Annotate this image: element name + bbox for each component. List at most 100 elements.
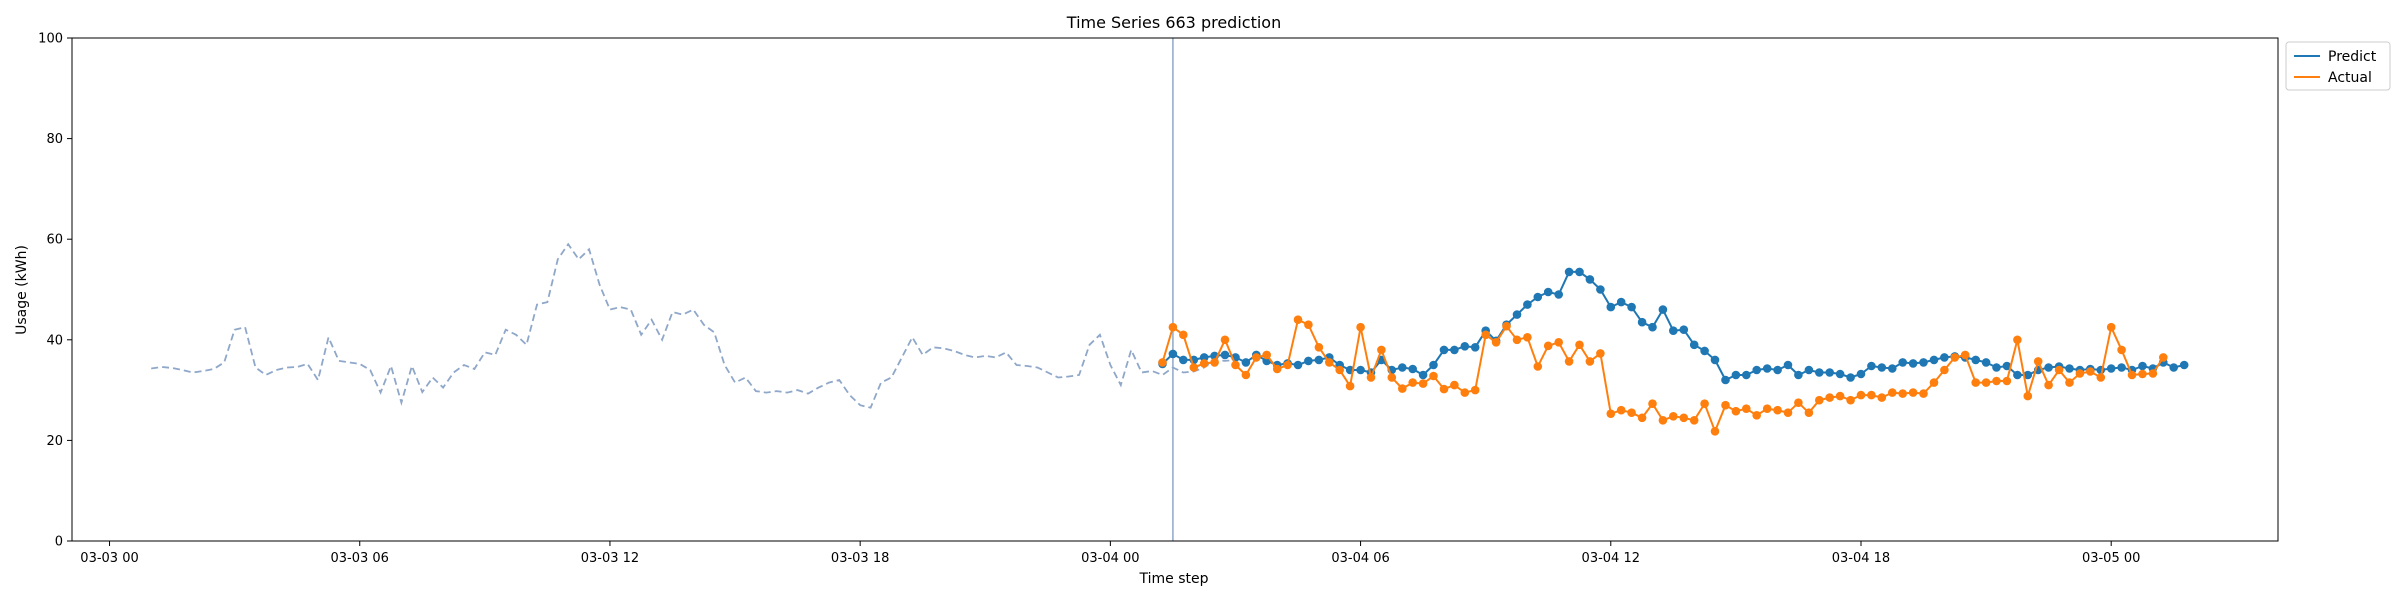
data-point-predict <box>1575 267 1584 277</box>
data-point-predict <box>1627 302 1636 312</box>
data-point-actual <box>1304 320 1313 330</box>
data-point-actual <box>2148 369 2158 378</box>
data-point-actual <box>1773 405 1782 415</box>
data-point-actual <box>1491 338 1501 347</box>
data-point-actual <box>1554 338 1563 347</box>
data-point-predict <box>1940 353 1949 362</box>
data-point-actual <box>2138 369 2147 379</box>
plot-frame <box>71 37 2279 542</box>
data-point-actual <box>1387 373 1397 382</box>
data-point-actual <box>1752 411 1761 420</box>
data-point-predict <box>1543 287 1553 297</box>
data-point-actual <box>1992 376 2001 386</box>
data-point-actual <box>1742 404 1751 414</box>
data-point-actual <box>1272 364 1282 374</box>
data-point-actual <box>1158 358 1167 367</box>
data-point-actual <box>1345 381 1355 391</box>
data-point-actual <box>1877 393 1887 402</box>
legend: Predict Actual <box>2285 41 2391 91</box>
data-point-predict <box>1825 368 1834 377</box>
x-tick-label: 03-04 18 <box>1832 551 1890 566</box>
data-point-predict <box>2169 363 2178 372</box>
data-point-actual <box>1846 395 1855 405</box>
data-point-predict <box>1929 355 1939 365</box>
data-point-predict <box>1919 358 1928 367</box>
data-point-predict <box>1408 364 1417 374</box>
data-point-actual <box>1596 349 1605 358</box>
data-point-actual <box>2106 322 2116 332</box>
data-point-actual <box>1356 322 1365 332</box>
data-point-actual <box>2054 365 2064 375</box>
data-point-actual <box>1543 341 1553 351</box>
y-tick-label: 40 <box>46 333 63 348</box>
data-point-actual <box>2075 369 2085 378</box>
data-point-predict <box>1554 290 1563 299</box>
chart-title: Time Series 663 prediction <box>1066 13 1281 32</box>
data-point-actual <box>1460 388 1470 397</box>
data-point-actual <box>1189 363 1199 372</box>
data-point-predict <box>1783 360 1793 370</box>
data-point-predict <box>1429 360 1438 370</box>
data-point-actual <box>1888 388 1897 397</box>
data-point-actual <box>2033 357 2043 366</box>
data-point-predict <box>1742 370 1751 380</box>
data-point-actual <box>1627 408 1636 418</box>
data-point-predict <box>1398 363 1407 372</box>
data-point-actual <box>1835 391 1845 401</box>
data-point-predict <box>1669 326 1678 336</box>
data-point-predict <box>1637 317 1647 327</box>
data-point-predict <box>1460 342 1470 351</box>
data-point-actual <box>1856 390 1866 400</box>
data-point-predict <box>1981 358 1991 367</box>
data-point-predict <box>1648 322 1657 332</box>
legend-label-predict: Predict <box>2328 49 2377 65</box>
x-tick-label: 03-03 00 <box>80 551 138 566</box>
data-point-actual <box>1199 359 1209 368</box>
data-point-predict <box>1293 360 1303 370</box>
data-point-actual <box>1783 408 1793 418</box>
data-point-predict <box>1179 355 1188 365</box>
data-point-actual <box>1616 405 1626 415</box>
data-point-actual <box>1231 360 1240 370</box>
data-point-actual <box>1418 379 1428 388</box>
data-point-actual <box>1470 385 1480 395</box>
data-point-actual <box>1606 409 1616 419</box>
y-tick-label: 80 <box>46 132 63 147</box>
data-point-predict <box>1512 310 1522 319</box>
x-tick-label: 03-03 18 <box>831 551 889 566</box>
series-actual <box>1158 315 2168 436</box>
data-point-actual <box>1252 353 1261 362</box>
data-point-actual <box>1710 427 1720 436</box>
data-point-predict <box>2023 370 2033 380</box>
data-point-predict <box>1658 305 1668 314</box>
data-point-actual <box>1929 378 1939 387</box>
x-axis-label: Time step <box>1139 571 1209 587</box>
data-point-predict <box>2106 364 2116 373</box>
data-point-predict <box>1710 355 1720 365</box>
legend-label-actual: Actual <box>2328 70 2372 86</box>
data-point-actual <box>2023 391 2033 401</box>
data-point-actual <box>1210 358 1219 367</box>
data-point-actual <box>1512 335 1522 345</box>
data-point-actual <box>1940 365 1949 375</box>
data-point-actual <box>2044 380 2053 390</box>
data-point-predict <box>1700 346 1709 356</box>
y-tick-label: 60 <box>46 233 63 248</box>
data-point-actual <box>1408 378 1417 387</box>
data-point-actual <box>1502 321 1511 331</box>
data-point-predict <box>1168 349 1178 359</box>
data-point-predict <box>1731 370 1741 380</box>
data-point-actual <box>2065 378 2074 387</box>
data-point-predict <box>1356 365 1365 375</box>
data-point-predict <box>1241 358 1251 367</box>
data-point-actual <box>1908 388 1918 397</box>
data-point-predict <box>1314 355 1324 365</box>
data-point-predict <box>1877 363 1887 372</box>
data-point-predict <box>1523 300 1532 309</box>
data-point-predict <box>1470 343 1480 352</box>
data-point-predict <box>1846 373 1855 382</box>
x-tick-label: 03-04 00 <box>1081 551 1139 566</box>
data-point-predict <box>1815 368 1824 377</box>
x-tick-label: 03-04 12 <box>1582 551 1640 566</box>
